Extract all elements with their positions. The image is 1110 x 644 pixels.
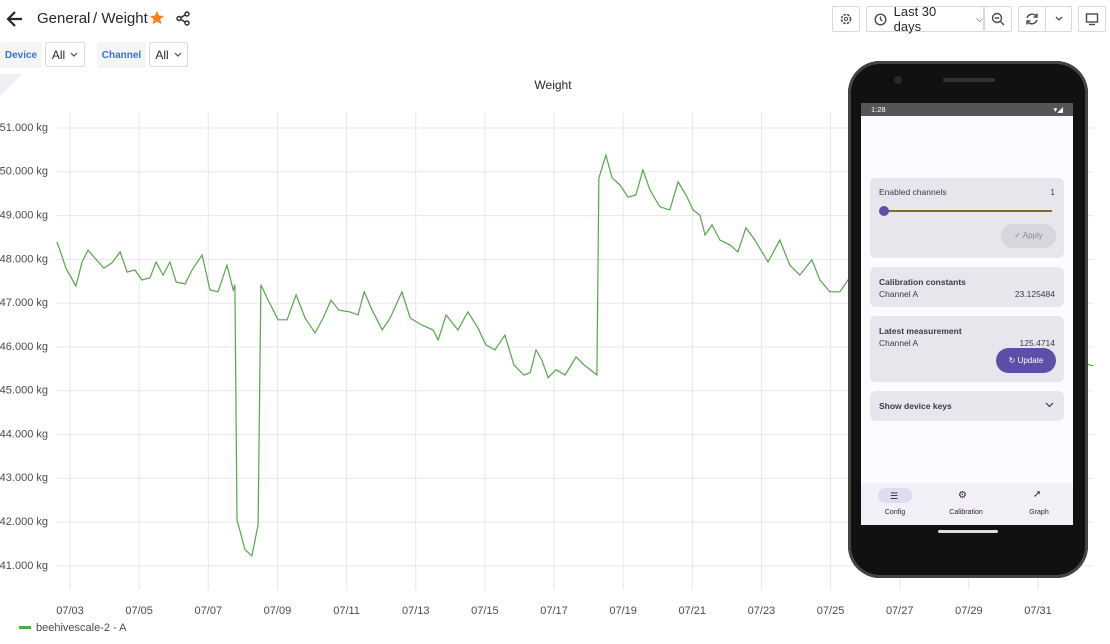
enabled-card: Enabled channels 1 ✓ Apply (870, 178, 1064, 258)
nav-icon: ➚ (1033, 489, 1042, 500)
y-tick-label: 43.000 kg (0, 472, 48, 484)
channel-name: Channel A (879, 289, 919, 299)
x-tick-label: 07/23 (748, 605, 776, 617)
phone-screen: 1:28 ▾◢ Enabled channels 1 ✓ Apply Calibr… (861, 103, 1073, 525)
update-label: Update (1017, 356, 1044, 365)
x-tick-label: 07/17 (540, 605, 568, 617)
x-tick-label: 07/27 (886, 605, 914, 617)
nav-item[interactable]: Graph (1029, 509, 1049, 516)
y-tick-label: 47.000 kg (0, 297, 48, 309)
apply-label: Apply (1022, 231, 1043, 240)
x-tick-label: 07/05 (125, 605, 153, 617)
measurement-card: Latest measurement Channel A 125.4714 ↻ … (870, 316, 1064, 382)
bottom-nav: ☰ ⚙ ➚ Config Calibration Graph (861, 483, 1073, 525)
back-button[interactable] (4, 8, 26, 30)
variable-select[interactable]: All (45, 42, 85, 67)
x-tick-label: 07/09 (264, 605, 292, 617)
channel-count: 1 (1050, 187, 1055, 197)
y-tick-label: 51.000 kg (0, 122, 48, 134)
calibration-card: Calibration constants Channel A 23.12548… (870, 267, 1064, 307)
variable-label: Device (0, 42, 42, 68)
variable-label: Channel (97, 42, 146, 68)
star-button[interactable] (149, 10, 165, 26)
update-button[interactable]: ↻ Update (996, 348, 1056, 373)
refresh-interval-button[interactable] (1045, 6, 1072, 32)
variable-select[interactable]: All (149, 42, 188, 67)
keys-card[interactable]: Show device keys (870, 391, 1064, 421)
y-tick-label: 48.000 kg (0, 253, 48, 265)
nav-item[interactable]: Config (884, 509, 906, 516)
settings-button[interactable] (832, 6, 860, 32)
time-range: Last 30 days (893, 4, 937, 34)
legend-label: beehivescale-2 - A (36, 622, 127, 634)
nav-indicator (878, 488, 912, 503)
y-tick-label: 44.000 kg (0, 428, 48, 440)
x-tick-label: 07/03 (56, 605, 84, 617)
panel-title: Weight (534, 78, 572, 92)
y-tick-label: 50.000 kg (0, 166, 48, 178)
x-tick-label: 07/15 (471, 605, 499, 617)
x-tick-label: 07/11 (333, 605, 360, 617)
variable-value: All (51, 47, 66, 62)
share-button[interactable] (176, 11, 191, 26)
slider-track (884, 210, 1052, 212)
x-tick-label: 07/07 (195, 605, 223, 617)
status-bar: 1:28 ▾◢ (861, 103, 1073, 116)
home-bar (938, 530, 998, 533)
info-corner (0, 74, 22, 96)
phone: 1:28 ▾◢ Enabled channels 1 ✓ Apply Calibr… (848, 61, 1088, 578)
apply-button[interactable]: ✓ Apply (1001, 224, 1056, 248)
y-tick-label: 42.000 kg (0, 516, 48, 528)
nav-item[interactable]: Calibration (949, 509, 983, 516)
tv-mode-button[interactable] (1078, 6, 1106, 32)
speaker (943, 78, 995, 82)
camera (894, 76, 902, 84)
x-tick-label: 07/21 (679, 605, 707, 617)
x-tick-label: 07/31 (1024, 605, 1052, 617)
variable-value: All (155, 47, 169, 62)
x-tick-label: 07/13 (402, 605, 430, 617)
y-tick-label: 49.000 kg (0, 209, 48, 221)
nav-icon: ☰ (890, 491, 899, 501)
y-tick-label: 46.000 kg (0, 341, 48, 353)
refresh-button[interactable] (1018, 6, 1046, 32)
x-tick-label: 07/25 (817, 605, 845, 617)
breadcrumb[interactable]: General (37, 10, 91, 27)
legend-swatch (19, 626, 31, 629)
measurement-value: 125.4714 (1019, 338, 1055, 348)
card-title: Latest measurement (879, 326, 962, 336)
y-tick-label: 45.000 kg (0, 385, 48, 397)
x-tick-label: 07/29 (955, 605, 983, 617)
card-title: Calibration constants (879, 277, 966, 287)
card-title: Show device keys (879, 401, 952, 411)
y-tick-label: 41.000 kg (0, 560, 48, 572)
calibration-value: 23.125484 (1014, 289, 1055, 299)
nav-icon: ⚙ (958, 490, 967, 501)
channel-name: Channel A (879, 338, 919, 348)
dashboard-title: / Weight (93, 10, 148, 27)
zoom-out-button[interactable] (984, 6, 1012, 32)
status-time: 1:28 (871, 105, 886, 114)
x-tick-label: 07/19 (609, 605, 637, 617)
time-picker[interactable]: Last 30 days ⌵ (866, 4, 984, 34)
series-line (56, 153, 1094, 557)
slider-thumb[interactable] (879, 206, 889, 216)
card-title: Enabled channels (879, 187, 947, 197)
